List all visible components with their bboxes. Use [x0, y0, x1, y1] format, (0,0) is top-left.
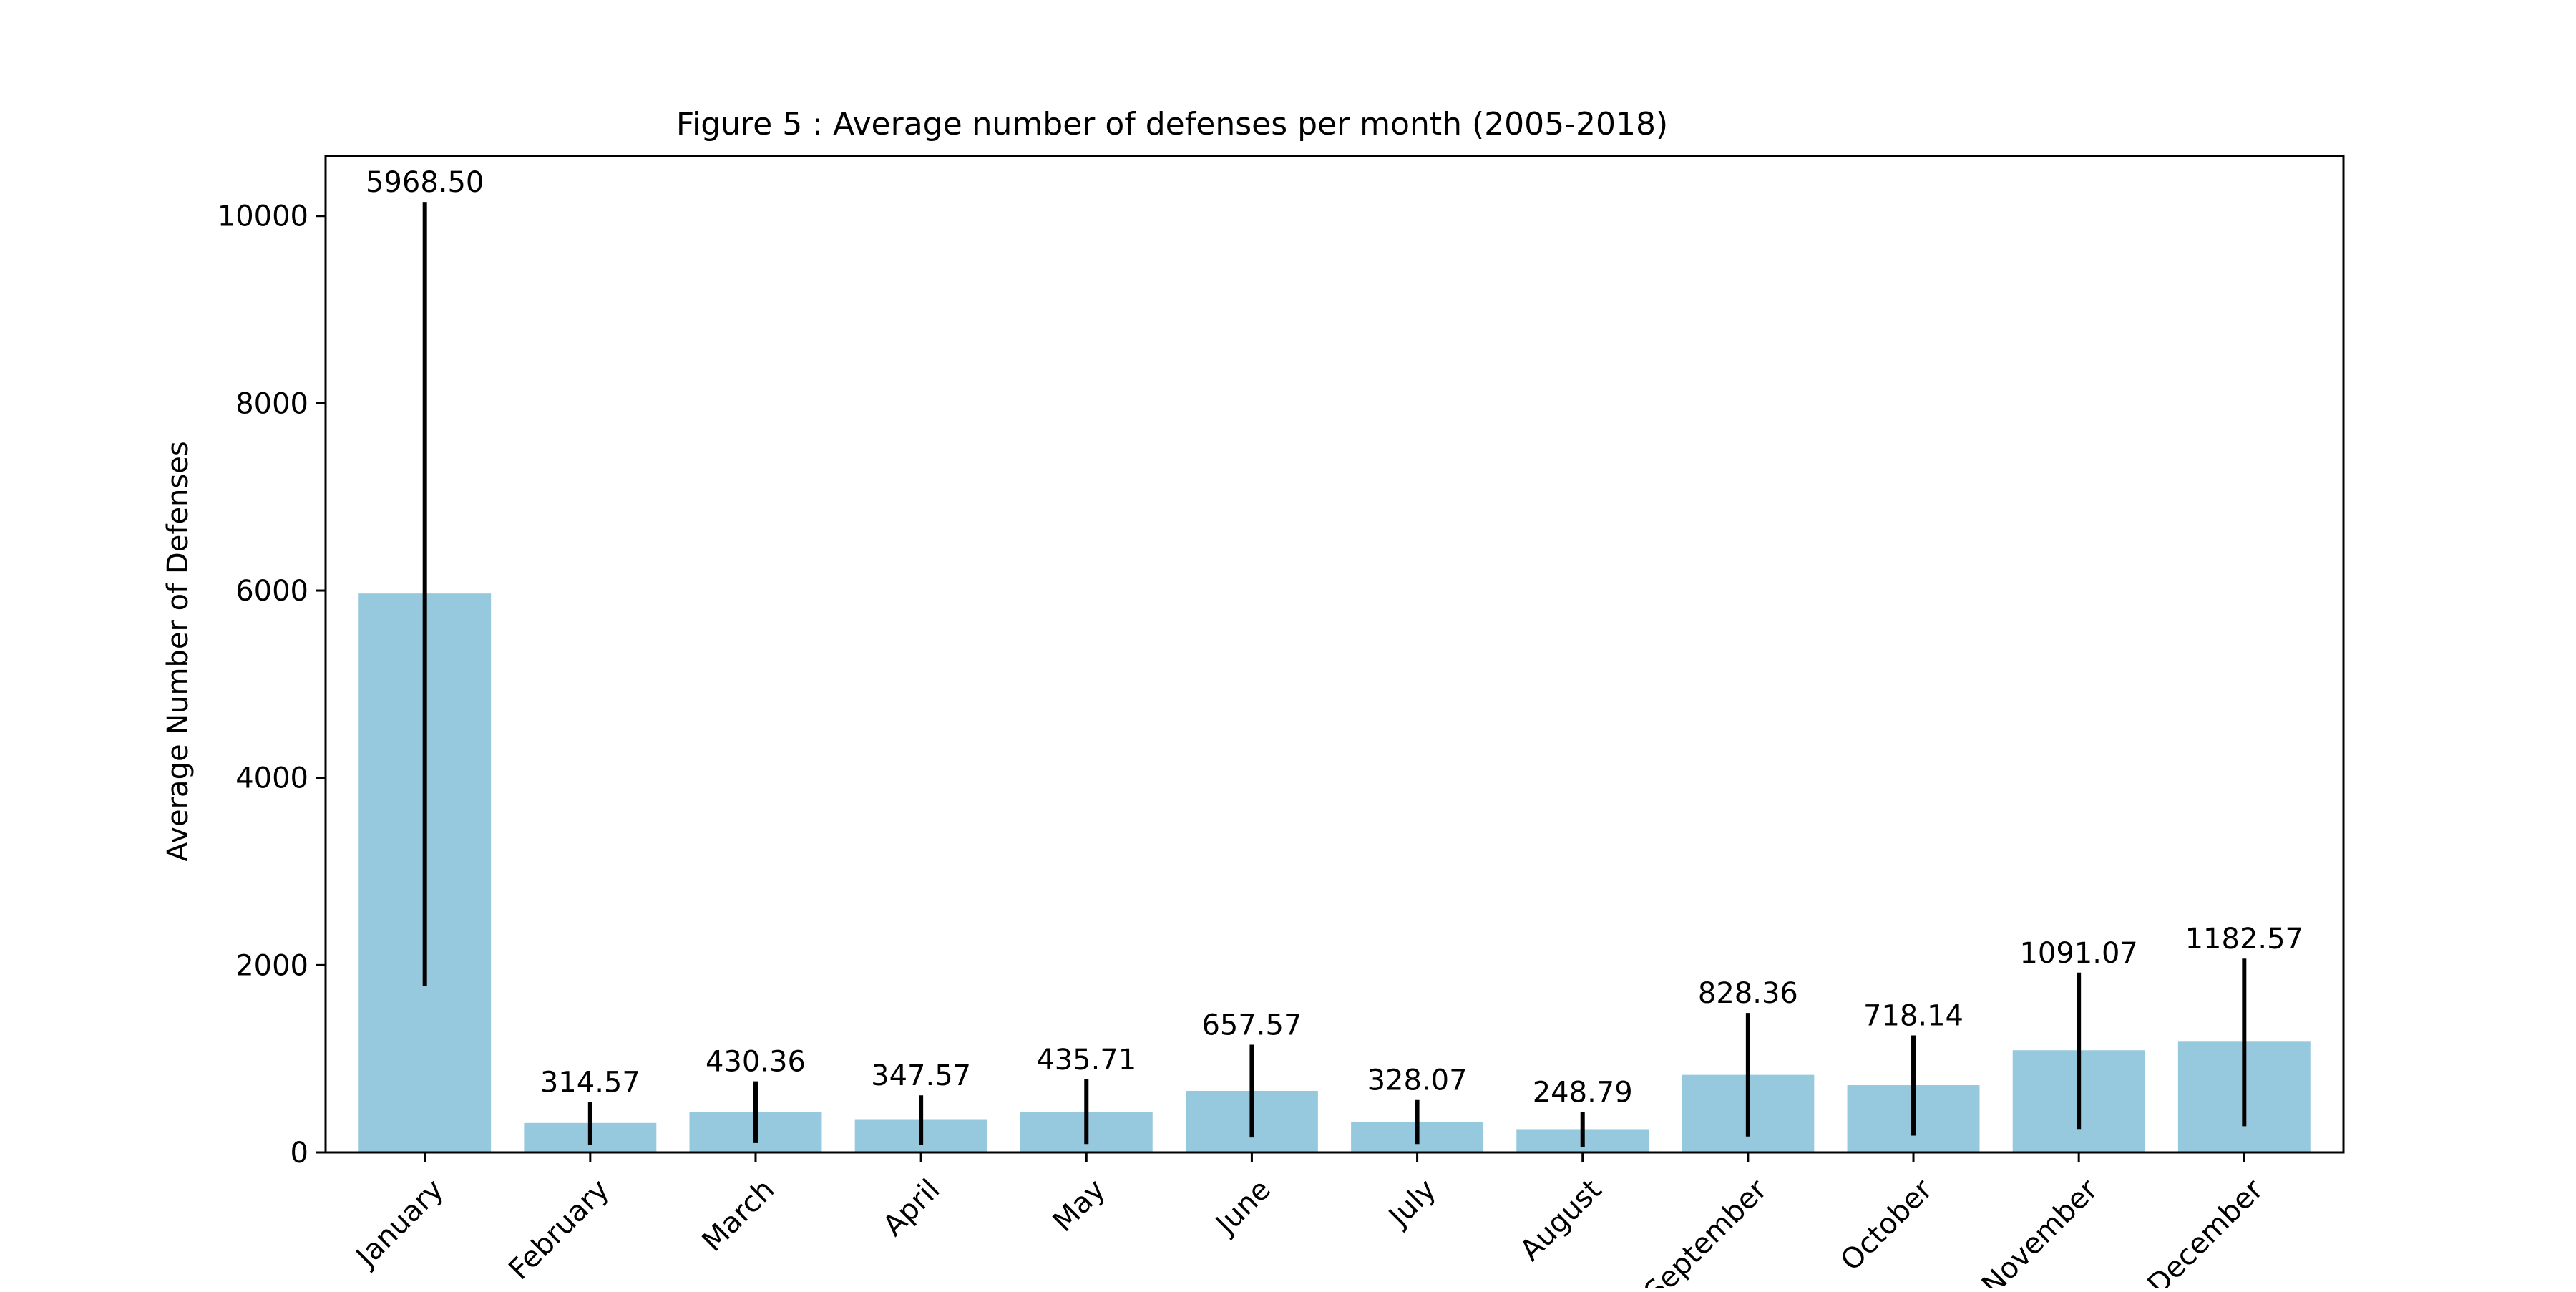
- value-label-july: 328.07: [1367, 1064, 1468, 1097]
- value-label-january: 5968.50: [366, 166, 484, 199]
- x-tick-label-november: November: [1976, 1173, 2104, 1288]
- x-tick-label-september: September: [1638, 1173, 1773, 1288]
- value-label-august: 248.79: [1533, 1077, 1633, 1109]
- value-label-march: 430.36: [706, 1046, 806, 1079]
- value-label-november: 1091.07: [2019, 937, 2137, 970]
- x-tick-label-january: January: [348, 1173, 450, 1275]
- y-tick-label: 0: [291, 1137, 308, 1170]
- x-tick-label-february: February: [502, 1173, 615, 1286]
- value-label-february: 314.57: [540, 1066, 640, 1099]
- value-label-april: 347.57: [871, 1059, 971, 1092]
- x-tick-label-may: May: [1047, 1173, 1112, 1238]
- y-tick-label: 8000: [235, 387, 308, 420]
- bars-layer: [358, 593, 2311, 1152]
- value-labels-layer: 5968.50 314.57 430.36 347.57 435.71 657.57 328…: [366, 166, 2303, 1109]
- value-label-december: 1182.57: [2185, 923, 2303, 956]
- x-axis-ticks: January February March April May June July Augu…: [348, 1152, 2270, 1292]
- y-tick-label: 4000: [235, 762, 308, 795]
- chart-title: Figure 5 : Average number of defenses pe…: [676, 106, 1668, 142]
- y-axis-label: Average Number of Defenses: [162, 441, 195, 861]
- x-tick-label-august: August: [1514, 1173, 1609, 1268]
- y-tick-label: 6000: [235, 575, 308, 608]
- y-axis-ticks: 0 2000 4000 6000 8000 10000: [218, 200, 326, 1170]
- x-tick-label-october: October: [1835, 1173, 1939, 1278]
- y-tick-label: 10000: [218, 200, 308, 233]
- x-tick-label-july: July: [1381, 1173, 1443, 1235]
- x-tick-label-march: March: [696, 1173, 781, 1258]
- y-tick-label: 2000: [235, 949, 308, 982]
- x-tick-label-december: December: [2142, 1173, 2270, 1288]
- value-label-june: 657.57: [1201, 1009, 1302, 1042]
- x-tick-label-april: April: [877, 1173, 946, 1243]
- x-tick-label-june: June: [1209, 1173, 1277, 1242]
- value-label-october: 718.14: [1863, 999, 1963, 1032]
- value-label-may: 435.71: [1036, 1044, 1136, 1077]
- error-bars-layer: [422, 202, 2247, 1147]
- plot-frame: [324, 155, 2345, 1154]
- value-label-september: 828.36: [1698, 977, 1798, 1010]
